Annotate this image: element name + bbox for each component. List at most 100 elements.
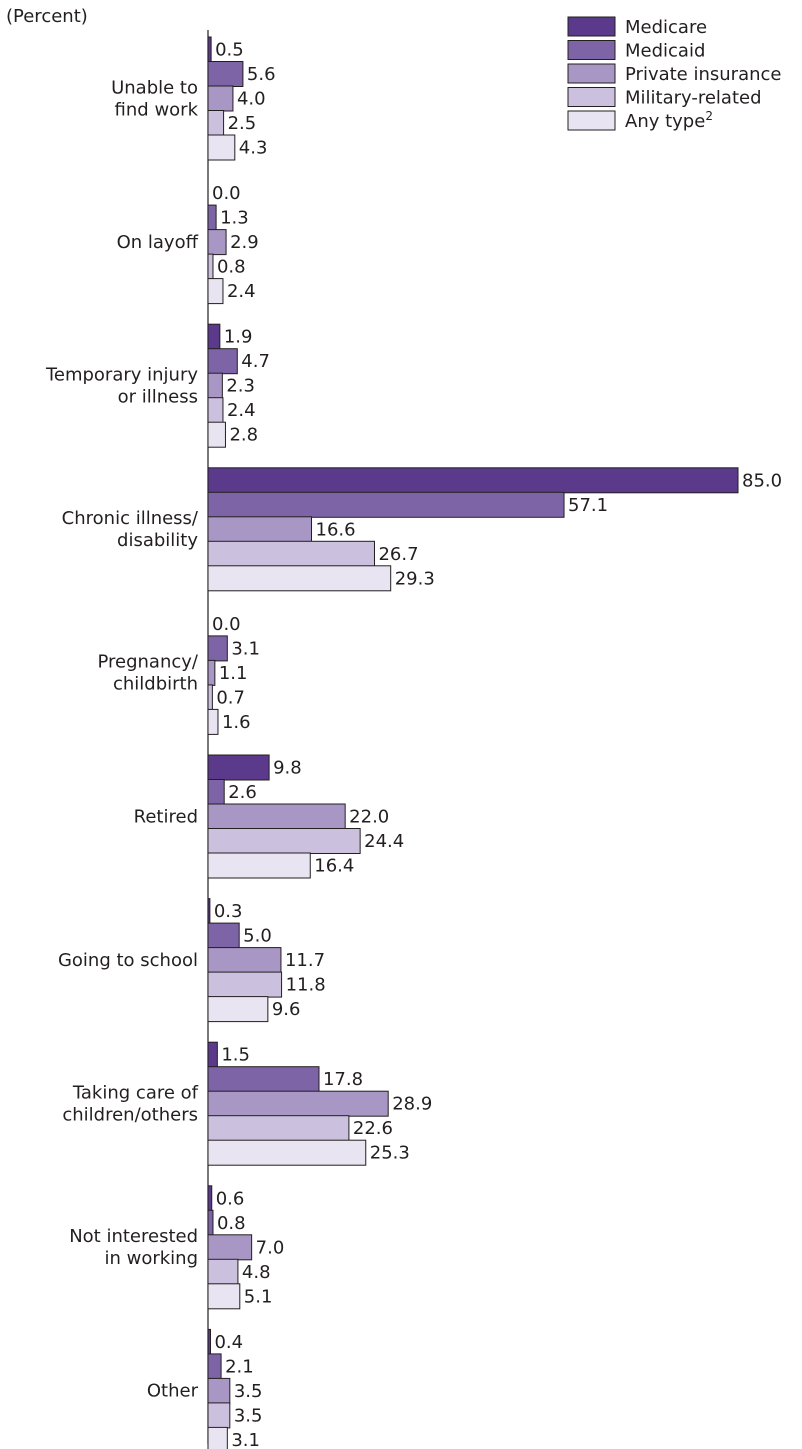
category-label: Not interested	[69, 1226, 198, 1247]
bar	[208, 324, 220, 349]
data-label: 0.0	[212, 183, 241, 204]
data-label: 0.3	[214, 901, 243, 922]
data-label: 25.3	[370, 1143, 410, 1164]
data-label: 57.1	[568, 495, 608, 516]
bar	[208, 135, 235, 160]
category-label: Unable to	[111, 77, 198, 98]
bar	[208, 37, 211, 62]
data-label: 5.6	[247, 64, 276, 85]
category-label: childbirth	[113, 674, 198, 695]
bar	[208, 205, 216, 230]
data-label: 4.7	[241, 351, 270, 372]
legend-label: Medicaid	[625, 41, 705, 62]
data-label: 5.1	[244, 1286, 273, 1307]
data-label: 0.5	[215, 40, 244, 61]
category-label: Retired	[134, 806, 198, 827]
category-label: Taking care of	[72, 1082, 199, 1103]
data-label: 0.8	[217, 1213, 246, 1234]
data-label: 0.8	[217, 257, 246, 278]
data-label: 0.0	[212, 614, 241, 635]
bar	[208, 853, 310, 878]
bar	[208, 111, 224, 136]
bar	[208, 279, 223, 304]
legend-footnote-marker: 2	[705, 109, 713, 123]
bar	[208, 349, 237, 374]
bar	[208, 1067, 319, 1092]
data-label: 0.6	[216, 1188, 245, 1209]
data-label: 29.3	[395, 568, 435, 589]
category-label: find work	[115, 99, 199, 120]
bar	[208, 899, 210, 924]
legend-swatch	[568, 111, 615, 130]
data-label: 1.1	[219, 663, 248, 684]
data-label: 22.0	[349, 807, 389, 828]
legend-swatch	[568, 88, 615, 107]
data-label: 4.3	[239, 138, 268, 159]
data-label: 0.4	[214, 1332, 243, 1353]
category-label: Pregnancy/	[97, 652, 198, 673]
legend-label: Any type2	[625, 109, 713, 132]
data-label: 3.5	[234, 1381, 263, 1402]
bar	[208, 660, 215, 685]
data-label: 4.8	[242, 1262, 271, 1283]
data-label: 24.4	[364, 831, 404, 852]
bar	[208, 1140, 366, 1165]
data-label: 1.3	[220, 208, 249, 229]
bar	[208, 566, 391, 591]
bar	[208, 1091, 388, 1116]
bar	[208, 1427, 227, 1449]
bar	[208, 468, 738, 493]
legend-label: Private insurance	[625, 64, 781, 85]
legend-swatch	[568, 17, 615, 36]
bar	[208, 636, 227, 661]
bar	[208, 1354, 221, 1379]
bar	[208, 230, 226, 255]
legend-label: Medicare	[625, 17, 707, 38]
data-label: 16.4	[314, 856, 354, 877]
bar	[208, 1259, 238, 1284]
data-label: 26.7	[378, 544, 418, 565]
data-label: 1.9	[224, 327, 253, 348]
bar	[208, 398, 223, 423]
bar	[208, 1116, 349, 1141]
bar	[208, 829, 360, 854]
bar	[208, 1329, 210, 1354]
bar	[208, 492, 564, 517]
bar	[208, 1235, 252, 1260]
data-label: 22.6	[353, 1118, 393, 1139]
bar	[208, 755, 269, 780]
category-label: Other	[147, 1381, 199, 1402]
category-label: Temporary injury	[45, 364, 198, 385]
category-label: in working	[104, 1248, 198, 1269]
bar	[208, 1284, 240, 1309]
bar	[208, 1042, 217, 1067]
bar	[208, 972, 282, 997]
data-label: 11.7	[285, 950, 325, 971]
category-label: children/others	[62, 1104, 198, 1125]
data-label: 2.5	[228, 113, 257, 134]
data-label: 2.4	[227, 400, 256, 421]
bar	[208, 923, 239, 948]
data-label: 2.4	[227, 281, 256, 302]
bar	[208, 685, 212, 710]
data-label: 2.8	[229, 425, 258, 446]
bar	[208, 517, 312, 542]
bar	[208, 62, 243, 87]
category-label: On layoff	[117, 232, 199, 253]
category-label: or illness	[118, 386, 198, 407]
data-label: 9.8	[273, 758, 302, 779]
bar	[208, 254, 213, 279]
bar	[208, 804, 345, 829]
data-label: 85.0	[742, 470, 782, 491]
data-label: 11.8	[286, 975, 326, 996]
category-label: disability	[117, 530, 198, 551]
category-label: Going to school	[58, 950, 198, 971]
data-label: 5.0	[243, 926, 272, 947]
data-label: 1.5	[221, 1045, 250, 1066]
bar	[208, 780, 224, 805]
bar	[208, 86, 233, 111]
bar	[208, 1210, 213, 1235]
data-label: 2.1	[225, 1356, 254, 1377]
bar	[208, 948, 281, 973]
bar	[208, 373, 222, 398]
